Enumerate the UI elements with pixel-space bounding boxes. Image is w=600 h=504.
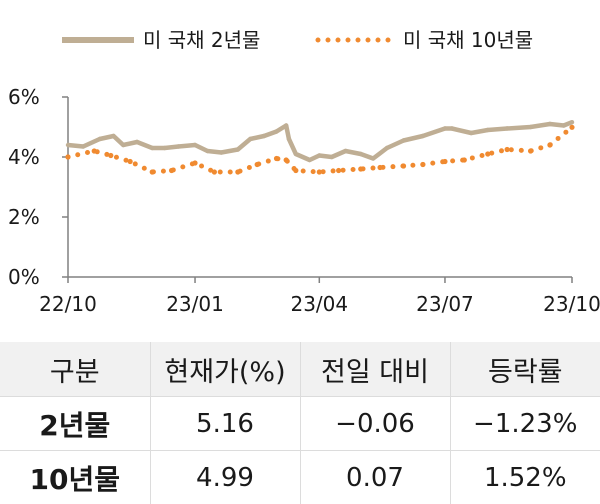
series-10y-point (461, 157, 467, 163)
header-category: 구분 (0, 342, 150, 397)
series-2y-point (569, 120, 575, 125)
series-2y-point (442, 126, 448, 131)
series-2y-point (293, 151, 299, 157)
series-10y-point (420, 161, 426, 168)
series-10y-point (283, 157, 289, 163)
series-2y-point (97, 136, 102, 142)
series-10y-point (192, 160, 198, 166)
series-10y-point (485, 151, 491, 157)
row-label: 10년물 (0, 450, 150, 504)
series-10y-point (149, 169, 155, 175)
series-2y-point (561, 123, 566, 128)
current-price-cell: 5.16 (149, 396, 300, 451)
series-10y-point (211, 169, 217, 175)
table-row: 2년물 5.16 −0.06 −1.23% (0, 396, 600, 451)
series-2y-point (370, 156, 376, 161)
series-10y-point (400, 163, 407, 169)
x-tick-label: 23/04 (290, 292, 348, 316)
series-2y-point (469, 130, 474, 136)
series-2y-point (176, 144, 181, 149)
daily-change-cell: 0.07 (299, 450, 450, 504)
legend-label-10y: 미 국채 10년물 (403, 28, 533, 52)
series-layer (65, 120, 575, 175)
series-10y-line (65, 124, 575, 175)
series-2y-point (134, 139, 140, 145)
y-tick-label: 4% (8, 145, 40, 169)
series-10y-point (504, 146, 510, 153)
series-2y-point (248, 136, 253, 142)
series-10y-point (358, 166, 364, 172)
series-10y-point (377, 164, 383, 171)
header-current-price: 현재가(%) (149, 342, 300, 397)
series-10y-point (235, 169, 241, 175)
daily-change-cell: −0.06 (299, 396, 450, 451)
y-tick-label: 6% (8, 85, 40, 109)
series-2y-point (121, 142, 126, 148)
series-2y-point (192, 142, 198, 148)
series-10y-point (108, 152, 114, 159)
table-row: 10년물 4.99 0.07 1.52% (0, 450, 600, 504)
series-2y-point (283, 123, 289, 128)
x-axis-ticks: 22/10 23/01 23/04 23/07 23/10 (39, 277, 600, 316)
series-10y-point (569, 124, 575, 130)
series-2y-point (358, 151, 363, 157)
series-2y-point (219, 150, 224, 155)
change-rate-cell: 1.52% (449, 450, 600, 504)
series-2y-point (65, 142, 71, 148)
series-2y-point (343, 148, 348, 154)
y-tick-label: 0% (8, 265, 40, 289)
legend-label-2y: 미 국채 2년물 (143, 28, 260, 52)
series-2y-point (286, 136, 292, 142)
series-2y-point (329, 154, 334, 160)
series-10y-point (273, 155, 280, 162)
series-2y-point (235, 147, 241, 152)
series-2y-point (449, 126, 455, 131)
series-10y-point (65, 154, 71, 160)
x-tick-label: 23/01 (166, 292, 224, 316)
series-2y-point (547, 121, 553, 127)
series-2y-point (162, 145, 167, 151)
series-10y-point (547, 142, 553, 148)
series-2y-point (528, 124, 533, 130)
current-price-cell: 4.99 (149, 450, 300, 504)
x-tick-label: 22/10 (39, 292, 97, 316)
series-10y-point (336, 167, 342, 174)
series-2y-point (150, 145, 155, 151)
table-header-row: 구분 현재가(%) 전일 대비 등락률 (0, 342, 600, 397)
header-daily-change: 전일 대비 (299, 342, 450, 397)
series-10y-point (168, 167, 175, 174)
series-10y-point (127, 158, 133, 165)
series-10y-point (316, 169, 322, 175)
series-2y-point (420, 133, 426, 139)
header-change-rate: 등락률 (449, 342, 600, 397)
x-tick-label: 23/07 (416, 292, 474, 316)
yield-line-chart: 미 국채 2년물 미 국채 10년물 0% 2% 4% 6% 22/10 23/01 23… (8, 28, 600, 316)
series-2y-point (504, 126, 510, 131)
series-10y-point (254, 161, 260, 168)
series-10y-point (91, 148, 97, 154)
series-2y-point (80, 144, 86, 149)
series-2y-point (401, 138, 406, 143)
series-10y-point (293, 167, 299, 174)
y-axis-ticks: 0% 2% 4% 6% (8, 85, 68, 289)
series-10y (65, 124, 575, 175)
series-2y-point (205, 148, 210, 154)
series-2y-point (307, 157, 312, 163)
series-10y-point (442, 158, 448, 165)
change-rate-cell: −1.23% (449, 396, 600, 451)
series-2y-point (384, 145, 390, 151)
series-2y-point (317, 153, 322, 158)
series-2y-point (261, 133, 267, 139)
row-label: 2년물 (0, 396, 150, 451)
series-2y-point (485, 127, 490, 133)
series-2y-point (111, 133, 116, 139)
series-2y-point (274, 129, 279, 134)
y-tick-label: 2% (8, 205, 40, 229)
series-10y-point (527, 148, 534, 154)
series-2y (65, 120, 575, 163)
legend: 미 국채 2년물 미 국채 10년물 (62, 28, 533, 52)
yield-summary-table: 구분 현재가(%) 전일 대비 등락률 2년물 5.16 −0.06 −1.23… (0, 342, 600, 504)
x-tick-label: 23/10 (543, 292, 600, 316)
